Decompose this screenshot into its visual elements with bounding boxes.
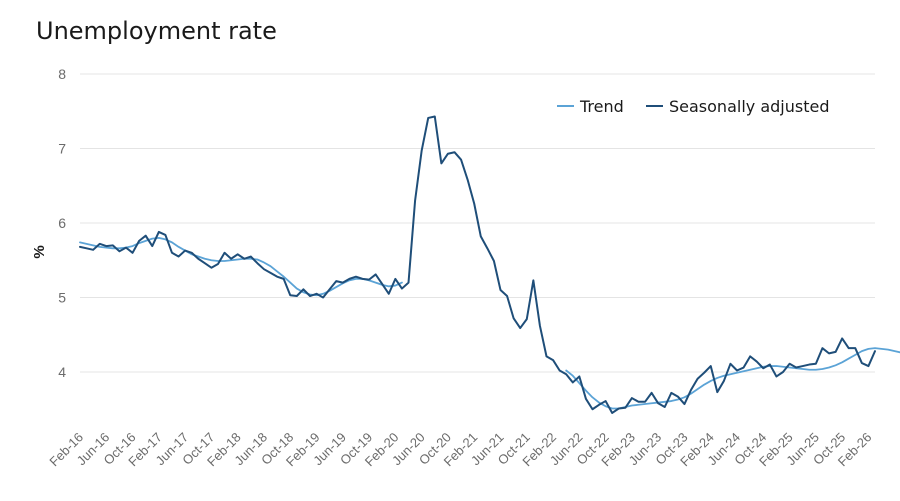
y-tick-7: 7: [58, 141, 66, 157]
y-tick-labels: 4 5 6 7 8: [58, 66, 66, 380]
y-tick-5: 5: [58, 290, 66, 306]
legend-label-seasonally-adjusted: Seasonally adjusted: [669, 97, 829, 116]
y-axis-label: %: [31, 245, 48, 258]
legend: Trend Seasonally adjusted: [557, 97, 829, 116]
series-line-seasonally-adjusted: [79, 115, 876, 414]
y-tick-6: 6: [58, 215, 66, 231]
y-tick-4: 4: [58, 364, 66, 380]
legend-label-trend: Trend: [579, 97, 624, 116]
series-line-trend: [79, 237, 900, 410]
y-tick-8: 8: [58, 66, 66, 82]
chart-title: Unemployment rate: [36, 17, 277, 45]
series-lines: [79, 115, 900, 414]
x-tick-labels: Feb-16Jun-16Oct-16Feb-17Jun-17Oct-17Feb-…: [46, 430, 874, 470]
